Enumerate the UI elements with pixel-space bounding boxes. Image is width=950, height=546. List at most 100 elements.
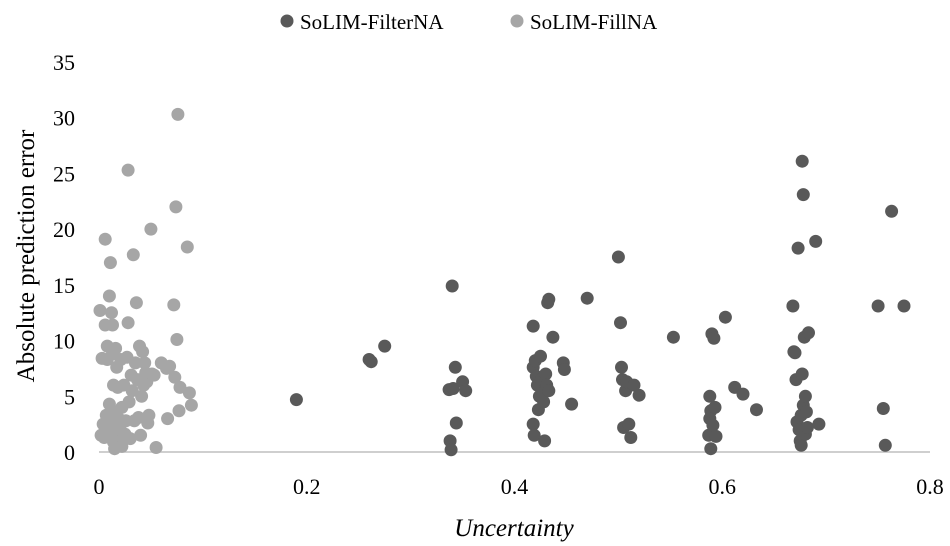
data-point-solim-filterna: [802, 326, 815, 340]
data-point-solim-filterna: [527, 428, 541, 442]
data-point-solim-fillna: [134, 428, 148, 442]
legend-marker-filterna: [280, 14, 294, 28]
y-tick-label: 5: [64, 384, 75, 409]
data-point-solim-filterna: [736, 387, 750, 401]
data-point-solim-fillna: [128, 356, 142, 370]
data-point-solim-filterna: [565, 397, 579, 411]
data-point-solim-filterna: [580, 291, 594, 305]
data-point-solim-filterna: [885, 204, 899, 218]
y-tick-label: 20: [53, 217, 75, 242]
data-point-solim-filterna: [706, 418, 720, 432]
data-point-solim-filterna: [444, 443, 458, 457]
data-point-solim-fillna: [102, 289, 116, 303]
data-point-solim-fillna: [163, 359, 177, 373]
data-point-solim-filterna: [526, 417, 540, 431]
data-point-solim-filterna: [526, 319, 540, 333]
data-point-solim-filterna: [795, 154, 809, 168]
y-tick-label: 15: [53, 273, 75, 298]
data-point-solim-filterna: [703, 389, 717, 403]
data-point-solim-filterna: [449, 416, 463, 430]
data-point-solim-filterna: [542, 384, 556, 398]
data-point-solim-filterna: [796, 188, 810, 202]
data-point-solim-filterna: [622, 417, 636, 431]
data-point-solim-fillna: [115, 439, 129, 453]
data-point-solim-filterna: [624, 431, 638, 444]
data-point-solim-fillna: [142, 408, 156, 422]
y-tick-labels: 0 5 10 15 20 25 30 35: [53, 50, 75, 465]
data-point-solim-fillna: [171, 107, 185, 121]
y-tick-label: 25: [53, 161, 75, 186]
data-point-solim-filterna: [709, 429, 723, 443]
data-point-solim-filterna: [791, 241, 805, 255]
data-point-solim-filterna: [542, 292, 556, 306]
data-points: [93, 107, 911, 457]
data-point-solim-fillna: [184, 398, 198, 412]
data-point-solim-filterna: [459, 384, 473, 398]
data-point-solim-fillna: [98, 232, 112, 246]
data-point-solim-filterna: [666, 330, 680, 344]
data-point-solim-fillna: [149, 441, 163, 454]
x-tick-labels: 0 0.2 0.4 0.6 0.8: [94, 474, 944, 499]
data-point-solim-filterna: [445, 279, 459, 293]
data-point-solim-fillna: [122, 395, 136, 409]
x-tick-label: 0: [94, 474, 105, 499]
data-point-solim-fillna: [126, 248, 140, 262]
data-point-solim-filterna: [546, 330, 560, 344]
data-point-solim-fillna: [168, 370, 182, 384]
data-point-solim-fillna: [170, 333, 184, 346]
data-point-solim-filterna: [897, 299, 911, 313]
data-point-solim-filterna: [446, 382, 460, 395]
data-point-solim-filterna: [878, 438, 892, 452]
legend-label-filterna: SoLIM-FilterNA: [300, 10, 444, 34]
data-point-solim-filterna: [812, 417, 826, 431]
data-point-solim-fillna: [109, 341, 123, 355]
x-tick-label: 0.2: [293, 474, 321, 499]
data-point-solim-filterna: [708, 400, 722, 414]
y-tick-label: 10: [53, 329, 75, 354]
data-point-solim-filterna: [795, 367, 809, 381]
data-point-solim-filterna: [794, 438, 808, 452]
data-point-solim-filterna: [537, 395, 551, 409]
data-point-solim-filterna: [718, 310, 732, 324]
data-point-solim-fillna: [135, 389, 149, 403]
data-point-solim-filterna: [534, 349, 547, 363]
data-point-solim-filterna: [378, 339, 392, 353]
data-point-solim-fillna: [169, 200, 183, 214]
data-point-solim-filterna: [876, 402, 890, 415]
data-point-solim-filterna: [809, 234, 823, 248]
x-tick-label: 0.8: [916, 474, 944, 499]
data-point-solim-filterna: [614, 316, 627, 330]
data-point-solim-fillna: [106, 318, 119, 332]
data-point-solim-fillna: [125, 384, 139, 398]
data-point-solim-filterna: [750, 403, 763, 417]
data-point-solim-fillna: [138, 356, 152, 370]
x-tick-label: 0.6: [709, 474, 737, 499]
y-tick-label: 30: [53, 106, 75, 131]
data-point-solim-filterna: [799, 405, 813, 419]
data-point-solim-fillna: [180, 240, 194, 254]
data-point-solim-filterna: [788, 346, 802, 360]
data-point-solim-filterna: [786, 299, 800, 313]
data-point-solim-filterna: [627, 378, 641, 392]
data-point-solim-filterna: [798, 389, 812, 403]
data-point-solim-fillna: [144, 222, 158, 236]
data-point-solim-fillna: [161, 412, 175, 426]
data-point-solim-filterna: [364, 355, 378, 369]
data-point-solim-fillna: [173, 380, 187, 394]
data-point-solim-filterna: [615, 360, 628, 374]
data-point-solim-filterna: [289, 393, 303, 407]
data-point-solim-fillna: [105, 306, 118, 320]
data-point-solim-filterna: [448, 360, 462, 374]
x-tick-label: 0.4: [501, 474, 529, 499]
data-point-solim-filterna: [707, 331, 721, 345]
y-tick-label: 35: [53, 50, 75, 75]
data-point-solim-fillna: [93, 304, 107, 317]
data-point-solim-filterna: [539, 367, 553, 381]
data-point-solim-filterna: [871, 299, 885, 313]
data-point-solim-fillna: [121, 316, 135, 330]
data-point-solim-filterna: [800, 421, 814, 434]
data-point-solim-fillna: [147, 368, 161, 382]
data-point-solim-fillna: [103, 256, 117, 270]
data-point-solim-fillna: [167, 298, 181, 312]
